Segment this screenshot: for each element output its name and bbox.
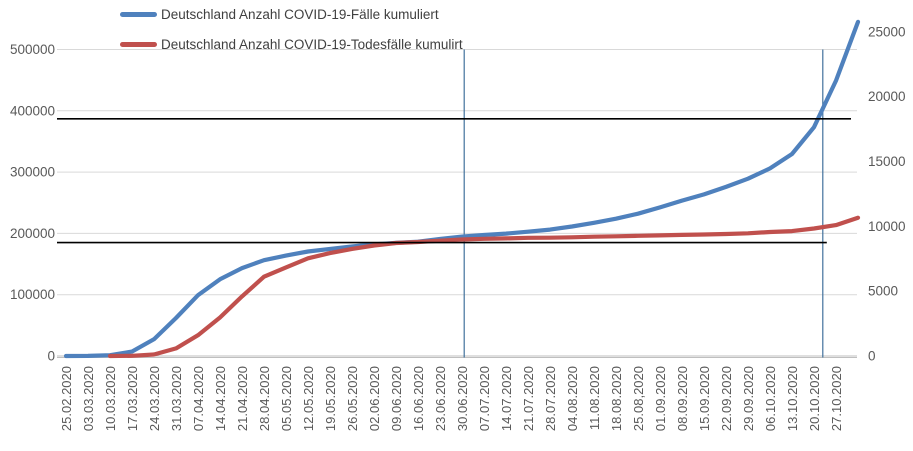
x-axis-tick-label: 26.05.2020 (345, 366, 360, 431)
x-axis-tick-label: 20.10.2020 (807, 366, 822, 431)
left-axis-tick-label: 400000 (10, 103, 55, 118)
x-axis-tick-label: 15.09.2020 (697, 366, 712, 431)
left-axis-tick-label: 300000 (10, 165, 55, 180)
x-axis-tick-label: 23.06.2020 (433, 366, 448, 431)
x-axis-tick-label: 14.04.2020 (213, 366, 228, 431)
legend-label-cases: Deutschland Anzahl COVID-19-Fälle kumuli… (161, 7, 439, 22)
x-axis-tick-label: 24.03.2020 (147, 366, 162, 431)
deaths-series-line (107, 215, 861, 359)
x-axis-tick-label: 18.08.2020 (609, 366, 624, 431)
x-axis-tick-label: 05.05.2020 (279, 366, 294, 431)
x-axis-tick-label: 30.06.2020 (455, 366, 470, 431)
left-axis-tick-label: 500000 (10, 42, 55, 57)
right-axis-tick-label: 25000 (868, 24, 906, 39)
x-axis-tick-label: 27.10.2020 (829, 366, 844, 431)
x-axis-tick-label: 07.04.2020 (191, 366, 206, 431)
x-axis-tick-label: 19.05.2020 (323, 366, 338, 431)
right-axis-tick-label: 15000 (868, 154, 906, 169)
cases-series-line (63, 19, 861, 359)
x-axis-tick-label: 08.09.2020 (675, 366, 690, 431)
legend-item-cases: Deutschland Anzahl COVID-19-Fälle kumuli… (120, 4, 463, 25)
x-axis-tick-label: 04.08.2020 (565, 366, 580, 431)
x-axis-tick-label: 21.04.2020 (235, 366, 250, 431)
left-axis-tick-label: 0 (47, 349, 55, 364)
x-axis-tick-label: 10.03.2020 (103, 366, 118, 431)
x-axis-tick-label: 31.03.2020 (169, 366, 184, 431)
cases-line-swatch-icon (120, 12, 157, 17)
x-axis-tick-label: 21.07.2020 (521, 366, 536, 431)
x-axis-tick-label: 28.04.2020 (257, 366, 272, 431)
x-axis-tick-label: 25.08,2020 (631, 366, 646, 431)
x-axis-tick-label: 12.05.2020 (301, 366, 316, 431)
deaths-line-swatch-icon (120, 42, 157, 47)
right-axis-tick-label: 10000 (868, 219, 906, 234)
right-axis-tick-label: 0 (868, 349, 876, 364)
left-axis-tick-label: 200000 (10, 226, 55, 241)
x-axis-tick-label: 16.06.2020 (411, 366, 426, 431)
x-axis-tick-label: 14.07.2020 (499, 366, 514, 431)
right-axis-tick-label: 5000 (868, 284, 898, 299)
x-axis-tick-label: 03.03.2020 (81, 366, 96, 431)
x-axis-tick-label: 28.07.2020 (543, 366, 558, 431)
x-axis-tick-label: 11.08.2020 (587, 366, 602, 430)
left-axis-tick-label: 100000 (10, 287, 55, 302)
x-axis-tick-label: 09.06.2020 (389, 366, 404, 431)
x-axis-tick-label: 22.09.2020 (719, 366, 734, 431)
right-axis-tick-label: 20000 (868, 89, 906, 104)
x-axis-tick-label: 25.02.2020 (59, 366, 74, 431)
legend-label-deaths: Deutschland Anzahl COVID-19-Todesfälle k… (161, 37, 463, 52)
x-axis-tick-label: 07.07.2020 (477, 366, 492, 431)
chart-legend: Deutschland Anzahl COVID-19-Fälle kumuli… (120, 4, 463, 55)
x-axis-tick-label: 17.03.2020 (125, 366, 140, 431)
x-axis-tick-label: 02.06.2020 (367, 366, 382, 431)
x-axis-tick-label: 29.09.2020 (741, 366, 756, 431)
x-axis-tick-label: 01.09.2020 (653, 366, 668, 431)
legend-item-deaths: Deutschland Anzahl COVID-19-Todesfälle k… (120, 34, 463, 55)
x-axis-tick-label: 13.10.2020 (785, 366, 800, 431)
x-axis-tick-label: 06.10.2020 (763, 366, 778, 431)
